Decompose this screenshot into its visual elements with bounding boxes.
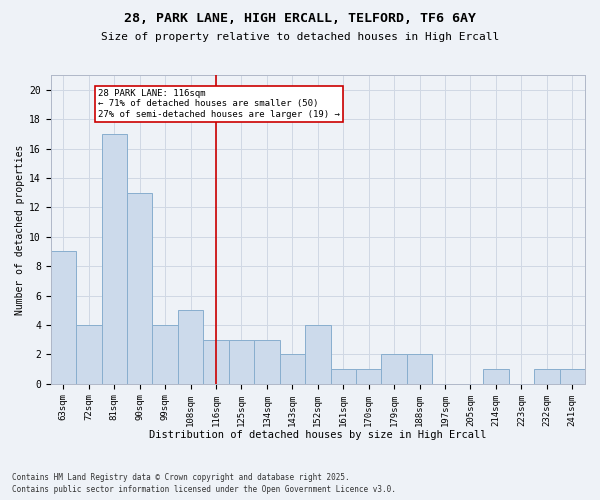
- Y-axis label: Number of detached properties: Number of detached properties: [15, 144, 25, 314]
- Bar: [178, 310, 203, 384]
- Bar: [534, 369, 560, 384]
- Text: Contains HM Land Registry data © Crown copyright and database right 2025.: Contains HM Land Registry data © Crown c…: [12, 472, 350, 482]
- Bar: [127, 192, 152, 384]
- Bar: [560, 369, 585, 384]
- Bar: [382, 354, 407, 384]
- Bar: [280, 354, 305, 384]
- Bar: [483, 369, 509, 384]
- Bar: [76, 325, 101, 384]
- Bar: [152, 325, 178, 384]
- Text: 28, PARK LANE, HIGH ERCALL, TELFORD, TF6 6AY: 28, PARK LANE, HIGH ERCALL, TELFORD, TF6…: [124, 12, 476, 26]
- Text: 28 PARK LANE: 116sqm
← 71% of detached houses are smaller (50)
27% of semi-detac: 28 PARK LANE: 116sqm ← 71% of detached h…: [98, 89, 340, 119]
- Text: Size of property relative to detached houses in High Ercall: Size of property relative to detached ho…: [101, 32, 499, 42]
- Bar: [356, 369, 382, 384]
- Bar: [203, 340, 229, 384]
- Bar: [331, 369, 356, 384]
- Bar: [50, 252, 76, 384]
- Bar: [254, 340, 280, 384]
- X-axis label: Distribution of detached houses by size in High Ercall: Distribution of detached houses by size …: [149, 430, 487, 440]
- Bar: [229, 340, 254, 384]
- Bar: [407, 354, 433, 384]
- Bar: [101, 134, 127, 384]
- Bar: [305, 325, 331, 384]
- Text: Contains public sector information licensed under the Open Government Licence v3: Contains public sector information licen…: [12, 485, 396, 494]
